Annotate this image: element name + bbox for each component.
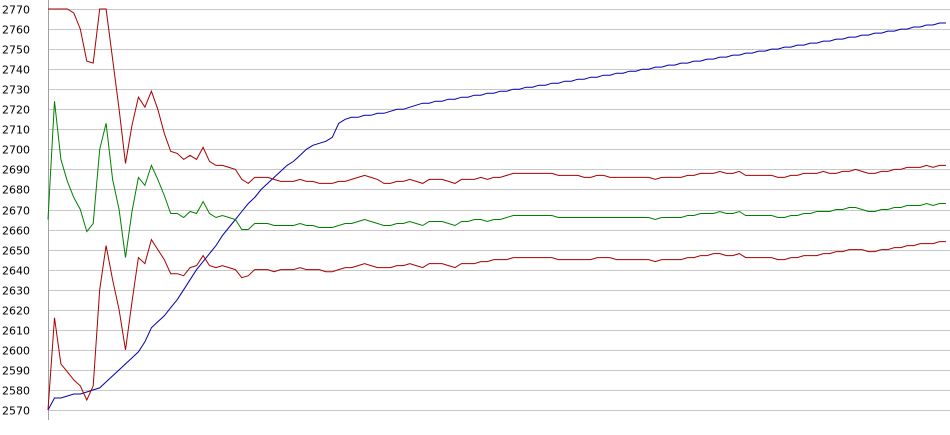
y-tick-label: 2740: [2, 64, 30, 77]
series-lines: [47, 8, 946, 411]
y-tick-label: 2710: [2, 124, 30, 137]
y-tick-label: 2750: [2, 44, 30, 57]
y-tick-label: 2570: [2, 405, 30, 418]
y-tick-label: 2720: [2, 104, 30, 117]
y-tick-label: 2640: [2, 265, 30, 278]
y-tick-label: 2670: [2, 205, 30, 218]
series-line-1: [47, 22, 946, 411]
y-tick-label: 2760: [2, 24, 30, 37]
y-tick-label: 2770: [2, 4, 30, 17]
series-line-2: [48, 8, 946, 185]
series-line-3: [47, 101, 946, 258]
y-tick-label: 2620: [2, 305, 30, 318]
y-tick-label: 2610: [2, 325, 30, 338]
y-tick-label: 2700: [2, 144, 30, 157]
y-tick-label: 2660: [2, 225, 30, 238]
y-tick-label: 2630: [2, 285, 30, 298]
y-tick-label: 2590: [2, 365, 30, 378]
y-tick-label: 2680: [2, 184, 30, 197]
y-axis-tick-labels: 2570 2580 2590 2600 2610 2620 2630 2640 2650 2660…: [2, 4, 30, 418]
y-tick-label: 2730: [2, 84, 30, 97]
y-tick-label: 2690: [2, 164, 30, 177]
y-tick-label: 2600: [2, 345, 30, 358]
y-tick-label: 2650: [2, 245, 30, 258]
y-tick-label: 2580: [2, 385, 30, 398]
series-line-4: [47, 238, 946, 411]
gridlines: [48, 9, 950, 411]
